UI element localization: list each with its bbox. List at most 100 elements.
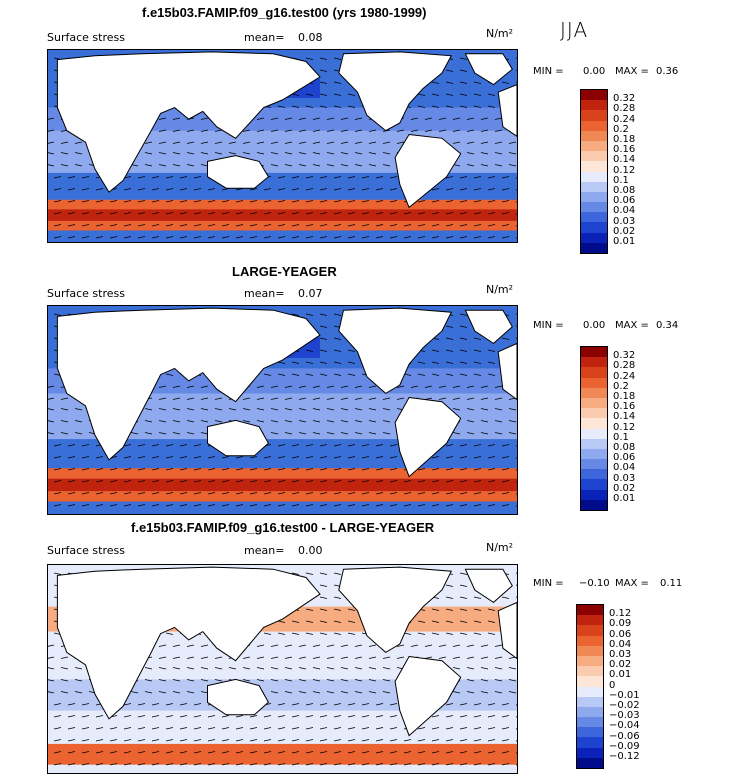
wind-arrow — [53, 188, 62, 191]
wind-arrow — [431, 373, 440, 376]
wind-arrow — [319, 93, 328, 96]
colorbar-swatch — [581, 151, 607, 162]
wind-arrow — [270, 656, 279, 659]
wind-arrow — [193, 727, 202, 730]
wind-arrow — [459, 703, 468, 706]
wind-arrow — [235, 224, 244, 227]
wind-arrow — [487, 492, 496, 495]
colorbar-swatch — [581, 479, 607, 490]
wind-arrow — [249, 224, 258, 227]
wind-arrow — [494, 152, 503, 155]
wind-arrow — [207, 224, 216, 227]
wind-arrow — [221, 188, 230, 191]
wind-arrow — [270, 679, 279, 682]
wind-arrow — [473, 188, 482, 191]
wind-arrow — [144, 141, 153, 144]
wind-arrow — [389, 703, 398, 706]
land-mass — [207, 155, 270, 189]
wind-arrow — [319, 572, 328, 575]
wind-arrow — [326, 656, 335, 659]
wind-arrow — [158, 152, 167, 155]
wind-arrow — [235, 504, 244, 507]
wind-arrow — [368, 385, 377, 388]
wind-arrow — [151, 739, 160, 742]
wind-arrow — [207, 188, 216, 191]
wind-arrow — [431, 468, 440, 471]
colorbar-tick-label: 0.06 — [613, 452, 636, 464]
wind-arrow — [200, 129, 209, 132]
colorbar-swatch — [577, 655, 603, 667]
wind-arrow — [277, 236, 286, 239]
wind-arrow — [48, 141, 55, 144]
colorbar-tick-label: 0.1 — [613, 174, 629, 186]
wind-arrow — [368, 644, 377, 647]
wind-arrow — [417, 468, 426, 471]
colorbar-tick-label: −0.01 — [609, 689, 640, 701]
wind-arrow — [347, 468, 356, 471]
wind-arrow — [186, 644, 195, 647]
wind-arrow — [179, 188, 188, 191]
wind-arrow — [459, 212, 468, 215]
wind-arrow — [466, 691, 475, 694]
wind-arrow — [158, 420, 167, 423]
wind-arrow — [473, 236, 482, 239]
wind-arrow — [186, 141, 195, 144]
wind-arrow — [151, 763, 160, 766]
wind-arrow — [81, 763, 90, 766]
colorbar-swatch — [577, 737, 603, 748]
wind-arrow — [305, 480, 314, 483]
wind-arrow — [326, 420, 335, 423]
wind-arrow — [354, 385, 363, 388]
colorbar-tick-label: −0.03 — [609, 710, 640, 722]
land-mass — [338, 566, 453, 654]
colorbar-swatch — [581, 499, 607, 510]
wind-arrow — [165, 200, 174, 203]
wind-arrow — [508, 691, 517, 694]
wind-arrow — [270, 691, 279, 694]
wind-arrow — [221, 456, 230, 459]
wind-arrow — [172, 420, 181, 423]
wind-arrow — [60, 432, 69, 435]
wind-arrow — [340, 385, 349, 388]
wind-arrow — [459, 337, 468, 340]
wind-arrow — [81, 188, 90, 191]
wind-arrow — [452, 408, 461, 411]
wind-arrow — [172, 644, 181, 647]
wind-arrow — [389, 468, 398, 471]
wind-arrow — [326, 164, 335, 167]
wind-arrow — [508, 152, 517, 155]
wind-arrow — [284, 679, 293, 682]
wind-arrow — [165, 739, 174, 742]
wind-arrow — [445, 361, 454, 364]
wind-arrow — [137, 236, 146, 239]
wind-arrow — [193, 456, 202, 459]
wind-arrow — [375, 456, 384, 459]
colorbar-swatch — [581, 397, 607, 409]
wind-arrow — [333, 504, 342, 507]
colorbar-swatch — [577, 686, 603, 697]
field-band — [48, 743, 517, 765]
wind-arrow — [179, 200, 188, 203]
wind-arrow — [368, 152, 377, 155]
wind-arrow — [165, 703, 174, 706]
wind-arrow — [48, 397, 55, 400]
wind-arrow — [200, 644, 209, 647]
wind-arrow — [319, 763, 328, 766]
wind-arrow — [445, 468, 454, 471]
wind-arrow — [284, 432, 293, 435]
wind-arrow — [466, 141, 475, 144]
wind-arrow — [291, 739, 300, 742]
wind-arrow — [417, 763, 426, 766]
wind-arrow — [361, 727, 370, 730]
wind-arrow — [473, 608, 482, 611]
field-band — [48, 478, 517, 492]
wind-arrow — [179, 727, 188, 730]
wind-arrow — [347, 492, 356, 495]
wind-arrow — [214, 679, 223, 682]
wind-arrow — [179, 703, 188, 706]
wind-arrow — [340, 691, 349, 694]
wind-arrow — [340, 129, 349, 132]
wind-arrow — [445, 188, 454, 191]
wind-arrow — [291, 456, 300, 459]
wind-arrow — [81, 444, 90, 447]
